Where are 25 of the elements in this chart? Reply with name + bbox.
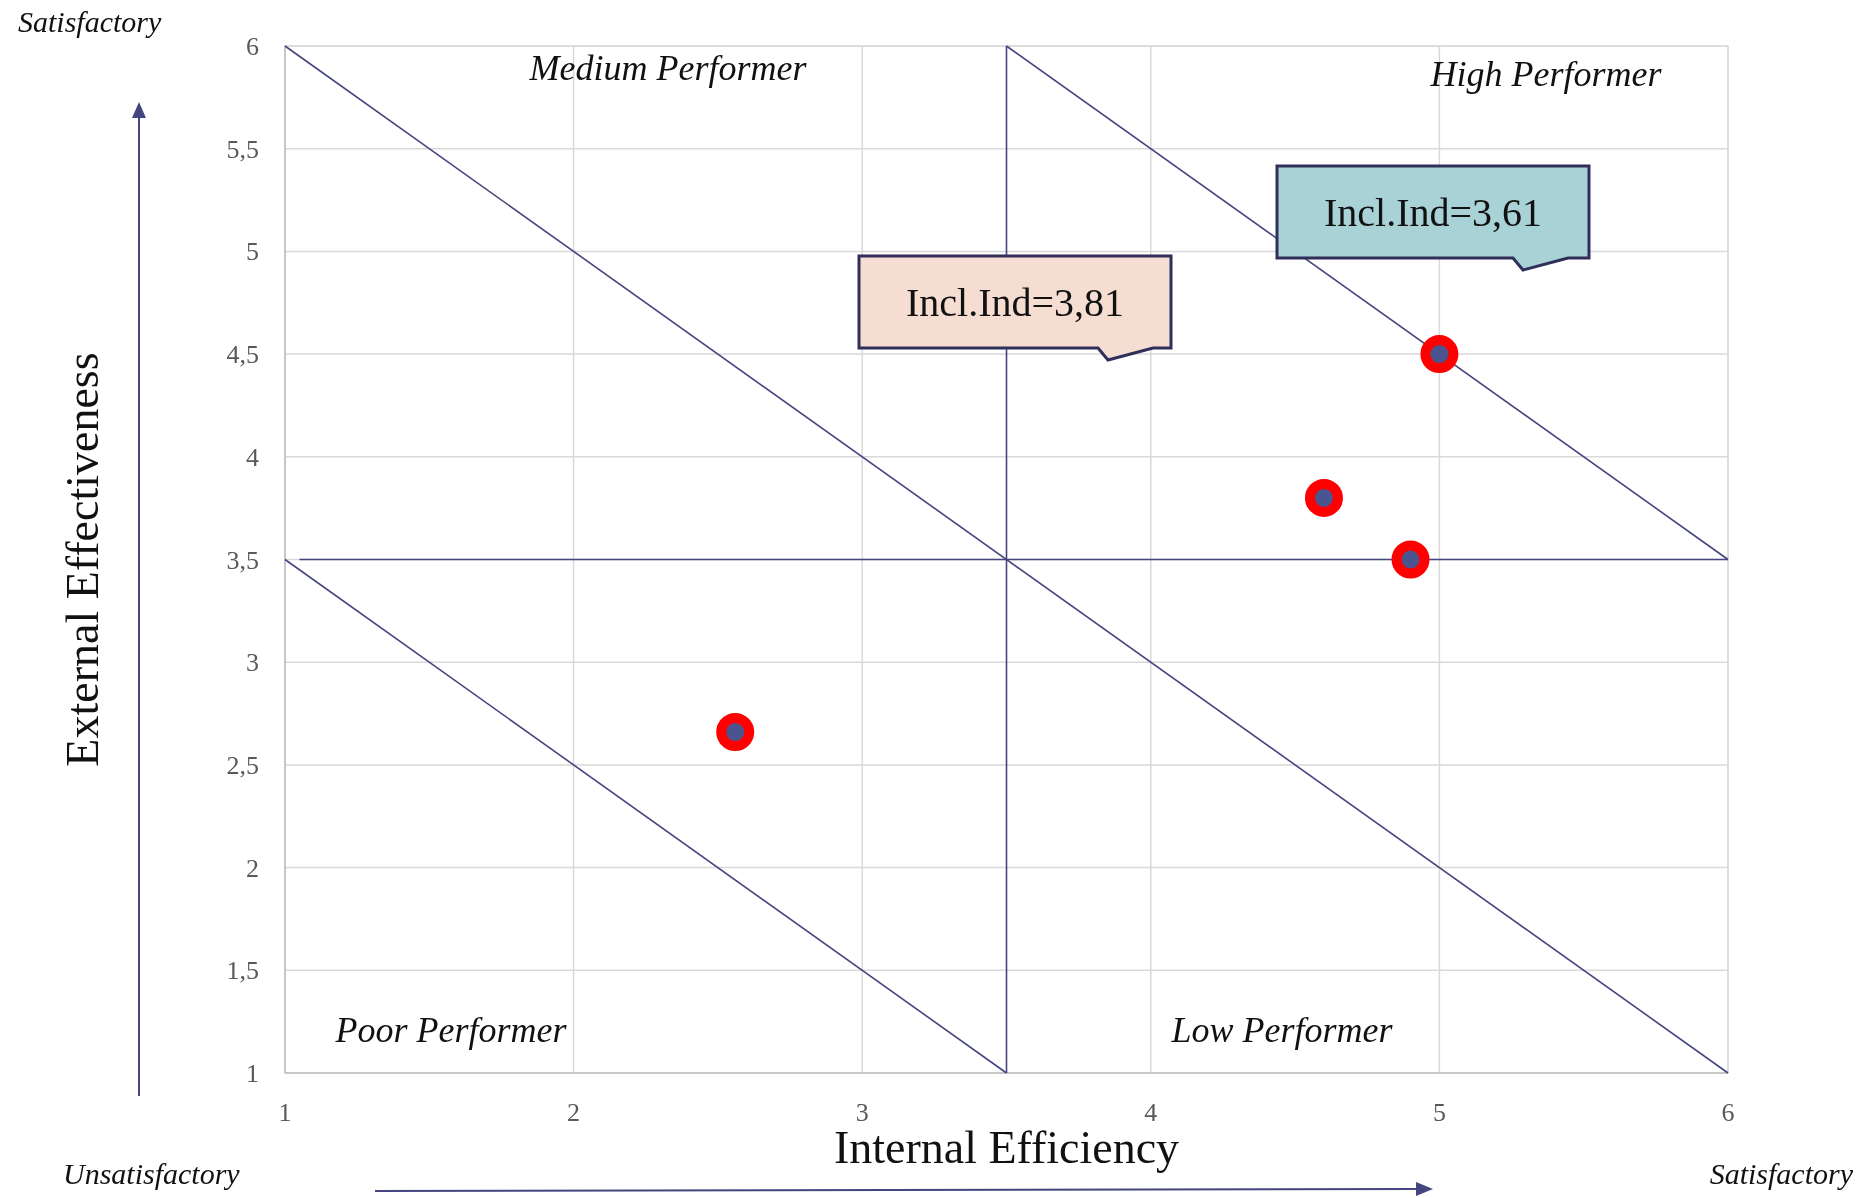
y-tick-label: 3,5 [226, 545, 259, 575]
y-axis-title: External Effectiveness [57, 352, 108, 767]
text: Satisfactory [18, 5, 162, 38]
annotation: Low Performer [1170, 1010, 1394, 1050]
y-tick-label: 5,5 [226, 134, 259, 164]
text: Satisfactory [1709, 1157, 1854, 1190]
y-tick-label: 6 [246, 32, 259, 61]
y-tick-label: 4 [246, 442, 259, 472]
x-tick-label: 6 [1721, 1098, 1735, 1127]
annotation: Medium Performer [528, 48, 808, 88]
x-tick-label: 5 [1432, 1098, 1446, 1127]
y-tick-label: 5 [246, 237, 259, 267]
y-tick-label: 4,5 [226, 340, 259, 370]
annotation: Poor Performer [334, 1010, 568, 1050]
y-tick-label: 3 [246, 648, 259, 678]
y-tick-label: 2,5 [226, 750, 259, 780]
x-tick-label: 2 [567, 1098, 581, 1127]
annotation: Incl.Ind=3,61 [1323, 190, 1543, 235]
annotation: Incl.Ind=3,81 [905, 280, 1125, 325]
y-tick-label: 2 [246, 853, 259, 883]
annotation: High Performer [1429, 54, 1663, 94]
y-tick-label: 1 [246, 1059, 259, 1088]
y-tick-label: 1,5 [226, 956, 259, 986]
x-tick-label: 1 [278, 1098, 292, 1127]
text: Unsatisfactory [63, 1157, 241, 1190]
